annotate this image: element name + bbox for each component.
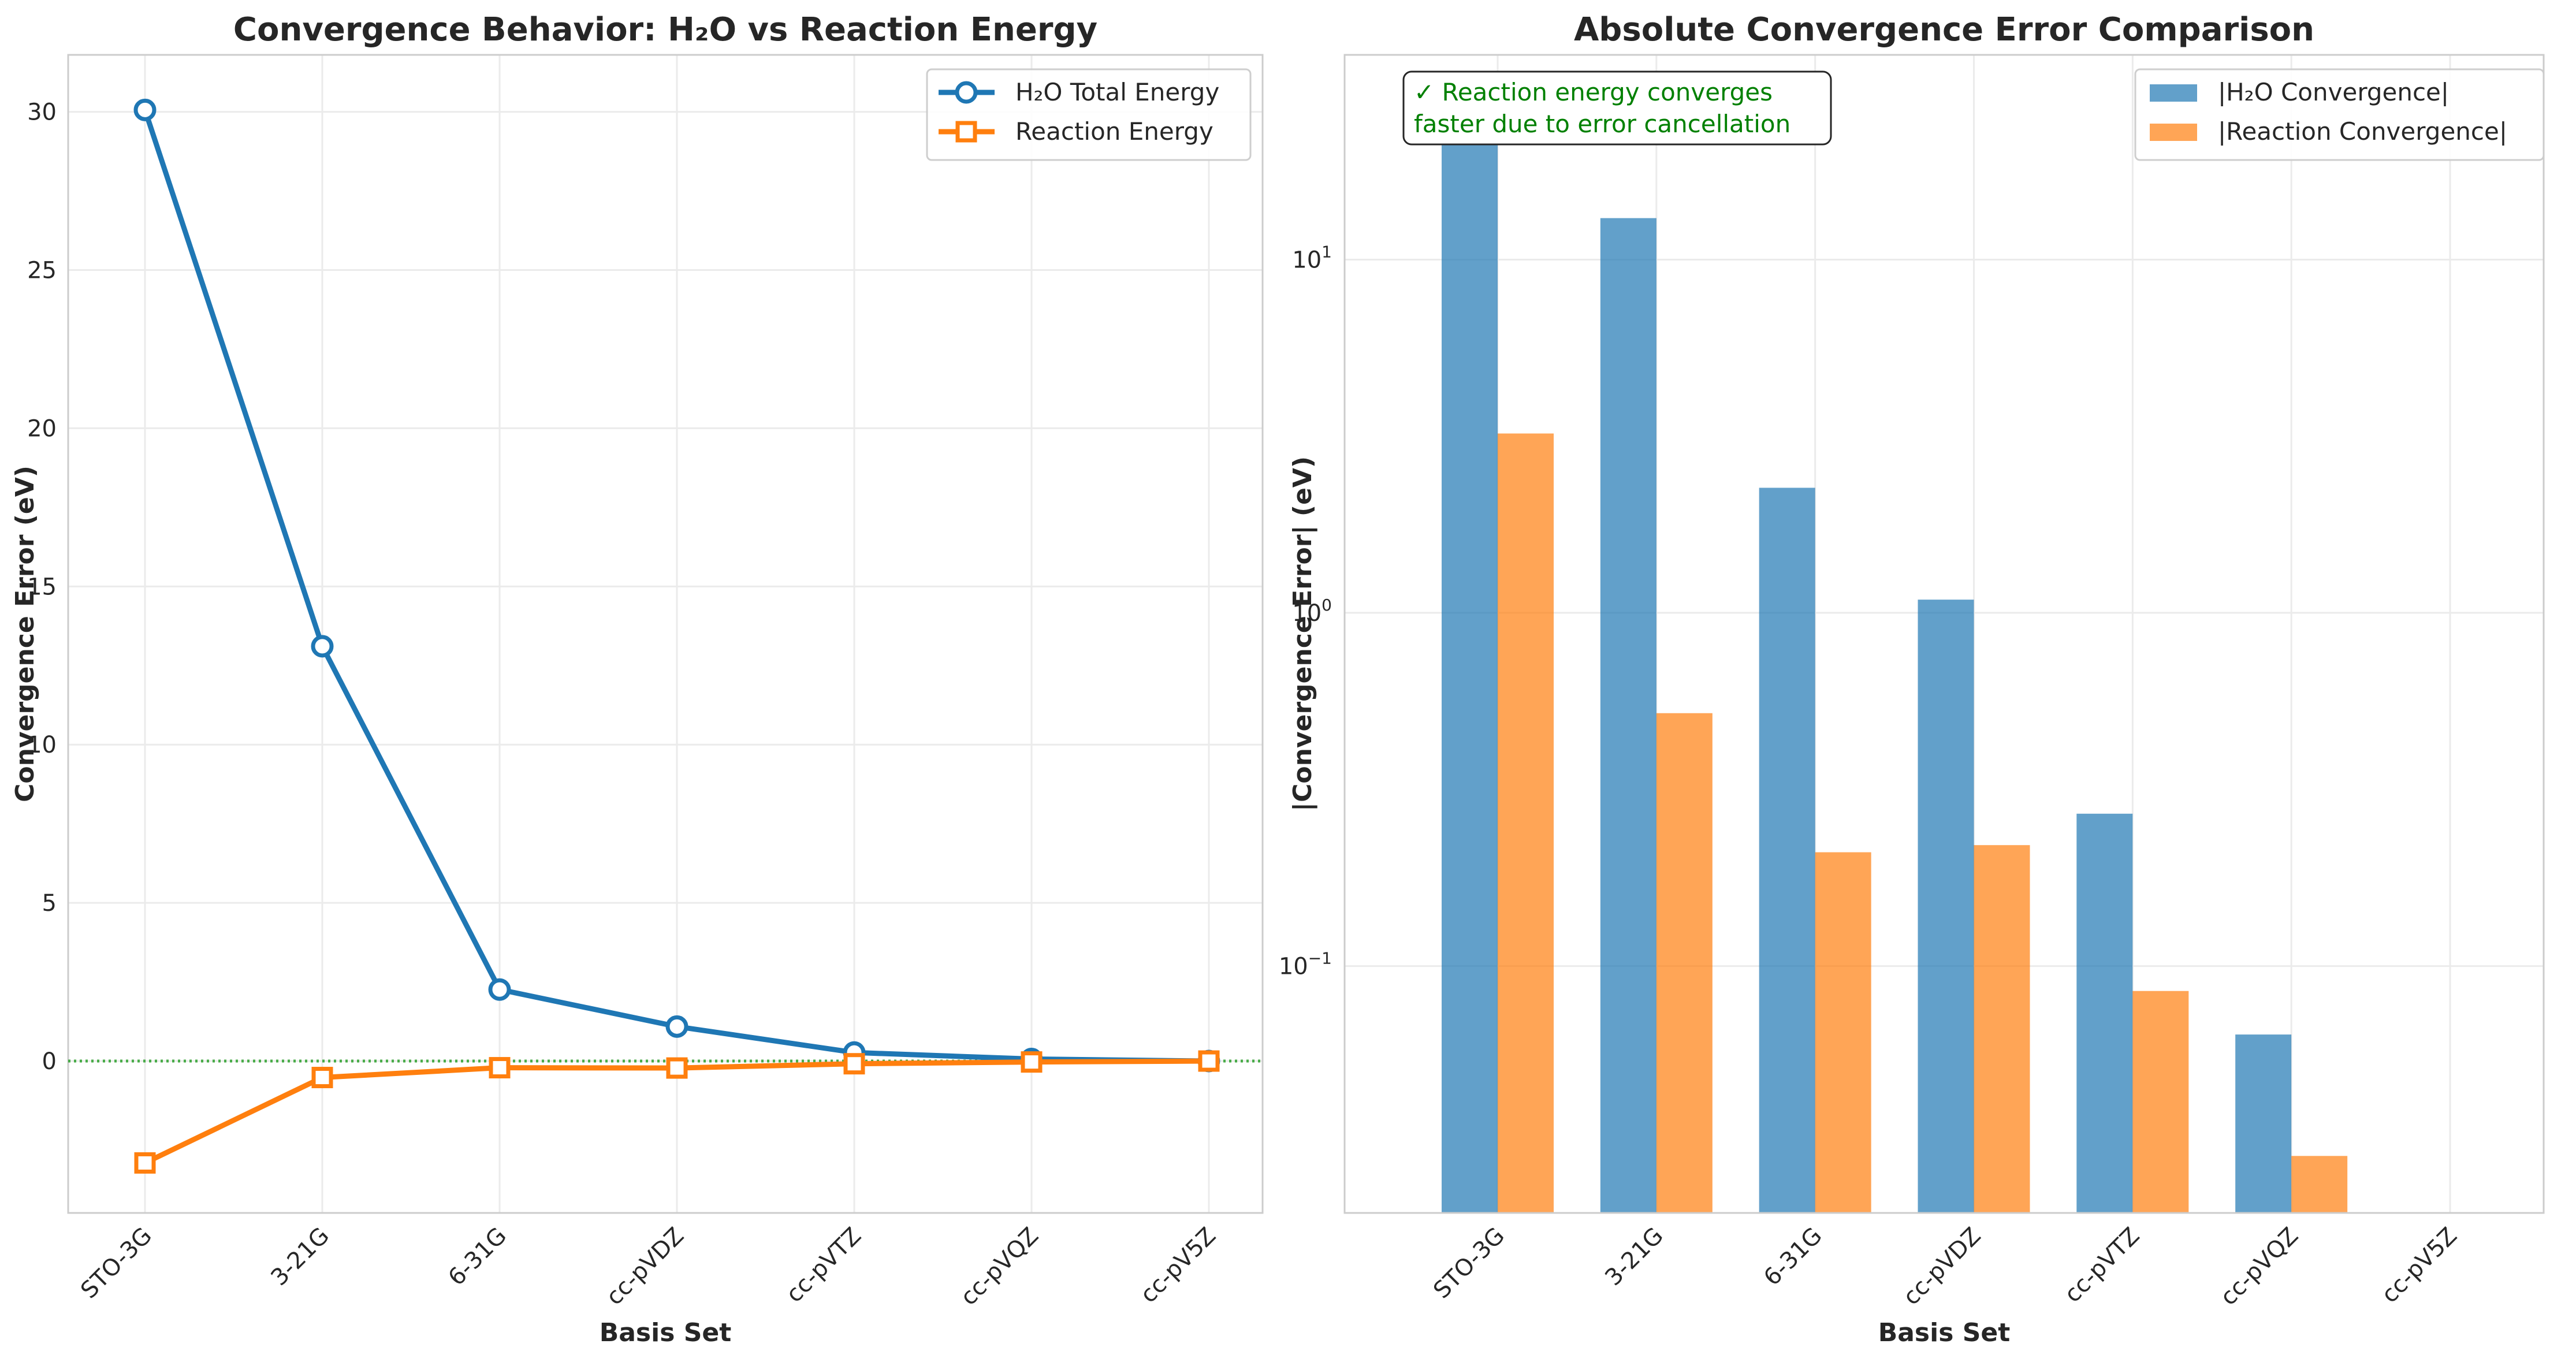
bar-0-5 <box>2235 1034 2292 1213</box>
y-tick-label: 10 <box>27 732 57 758</box>
y-tick-base: 10 <box>1292 600 1321 627</box>
bar-0-4 <box>2076 813 2133 1213</box>
point-1-5 <box>1021 1051 1043 1073</box>
y-tick-label: 5 <box>42 890 57 917</box>
point-1-1 <box>311 1067 333 1089</box>
point-1-3 <box>666 1057 688 1079</box>
legend: |H₂O Convergence| |Reaction Convergence| <box>2134 68 2545 161</box>
bar-0-2 <box>1759 487 1815 1213</box>
legend-marker-1 <box>955 121 977 143</box>
bar-1-3 <box>1974 845 2030 1213</box>
y-tick-label: 30 <box>27 99 57 126</box>
chart-title: Absolute Convergence Error Comparison <box>1574 11 2314 49</box>
chart-title: Convergence Behavior: H₂O vs Reaction En… <box>233 11 1097 49</box>
bar-0-3 <box>1918 600 1974 1213</box>
y-tick-label: 100 <box>1292 595 1332 627</box>
y-tick-label: 20 <box>27 415 57 442</box>
plot-frame <box>67 54 1264 1214</box>
legend-label-1: Reaction Energy <box>1015 117 1213 146</box>
annotation-box <box>1402 70 1832 146</box>
y-tick-label: 101 <box>1292 243 1332 274</box>
y-tick-exponent: 0 <box>1321 595 1332 615</box>
bar-1-1 <box>1656 713 1713 1213</box>
y-tick-label: 10−1 <box>1279 949 1332 980</box>
legend-box <box>2134 68 2545 161</box>
annotation-text: faster due to error cancellation <box>1414 110 1790 138</box>
point-1-4 <box>843 1053 865 1075</box>
point-1-0 <box>134 1152 156 1174</box>
bar-1-4 <box>2132 991 2189 1213</box>
y-axis-label: |Convergence Error| (eV) <box>1288 456 1317 812</box>
legend-label-1: |Reaction Convergence| <box>2218 117 2507 146</box>
bar-1-0 <box>1498 433 1554 1214</box>
bar-0-1 <box>1600 218 1656 1213</box>
legend-swatch-0 <box>2150 84 2197 102</box>
annotation: ✓ Reaction energy converges faster due to… <box>1402 70 1832 146</box>
legend-swatch-1 <box>2150 124 2197 141</box>
y-tick-exponent: 1 <box>1321 243 1332 262</box>
y-tick-exponent: −1 <box>1308 949 1332 968</box>
plot-frame <box>1343 54 2545 1214</box>
point-0-2 <box>488 978 511 1001</box>
y-tick-base: 10 <box>1279 954 1308 980</box>
legend-label-0: |H₂O Convergence| <box>2218 78 2449 106</box>
legend-marker-0 <box>955 81 978 104</box>
point-0-0 <box>133 98 157 121</box>
y-tick-label: 15 <box>27 574 57 600</box>
bar-1-2 <box>1815 852 1871 1213</box>
point-1-6 <box>1198 1050 1220 1072</box>
legend-label-0: H₂O Total Energy <box>1015 78 1219 106</box>
annotation-text: ✓ Reaction energy converges <box>1414 78 1773 106</box>
x-axis-label: Basis Set <box>1878 1318 2011 1348</box>
bar-1-5 <box>2291 1156 2348 1213</box>
y-tick-label: 25 <box>27 258 57 284</box>
point-1-2 <box>489 1057 511 1079</box>
legend-box <box>926 68 1252 161</box>
legend: H₂O Total Energy Reaction Energy <box>926 68 1252 161</box>
bar-0-0 <box>1442 91 1498 1213</box>
y-tick-base: 10 <box>1292 247 1321 274</box>
x-axis-label: Basis Set <box>600 1318 732 1348</box>
point-0-1 <box>311 635 334 658</box>
point-0-3 <box>665 1015 688 1038</box>
y-tick-label: 0 <box>42 1048 57 1075</box>
y-axis-label: Convergence Error (eV) <box>10 466 40 802</box>
